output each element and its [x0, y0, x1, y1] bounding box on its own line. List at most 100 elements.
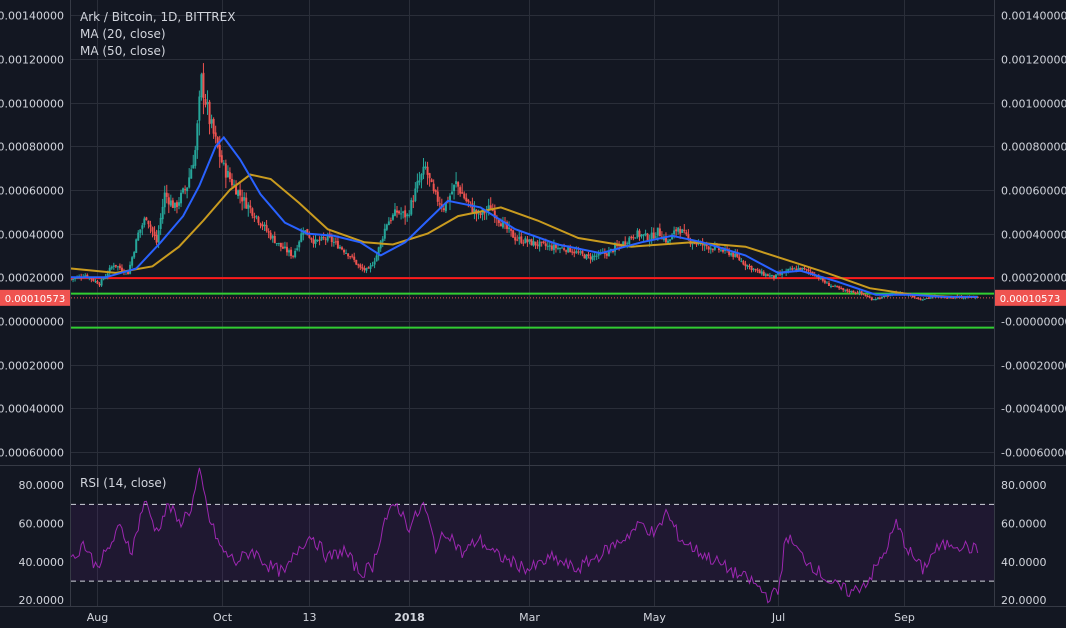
candle-body[interactable]	[679, 228, 682, 234]
candle-body[interactable]	[84, 275, 87, 278]
candle-body[interactable]	[744, 263, 747, 267]
candle-body[interactable]	[510, 228, 513, 231]
candle-body[interactable]	[948, 297, 951, 299]
candle-body[interactable]	[212, 118, 215, 134]
candle-body[interactable]	[559, 248, 562, 250]
ma50-legend[interactable]: MA (50, close)	[80, 44, 166, 58]
candle-body[interactable]	[442, 208, 445, 211]
candle-body[interactable]	[326, 234, 329, 241]
candle-body[interactable]	[844, 289, 847, 291]
candle-body[interactable]	[536, 244, 539, 246]
candle-body[interactable]	[644, 233, 647, 236]
candle-body[interactable]	[147, 220, 150, 225]
candle-body[interactable]	[153, 231, 156, 236]
candle-body[interactable]	[318, 239, 321, 241]
candle-body[interactable]	[911, 296, 914, 298]
candle-body[interactable]	[257, 216, 260, 223]
candle-body[interactable]	[540, 241, 543, 243]
candle-body[interactable]	[630, 236, 633, 239]
rsi-line[interactable]	[70, 467, 979, 604]
candle-body[interactable]	[542, 241, 545, 243]
candle-body[interactable]	[131, 257, 134, 266]
candle-body[interactable]	[664, 236, 667, 243]
candle-body[interactable]	[636, 230, 639, 238]
candle-body[interactable]	[359, 264, 362, 268]
candle-body[interactable]	[740, 260, 743, 262]
candle-body[interactable]	[779, 273, 782, 275]
candle-body[interactable]	[404, 210, 407, 218]
rsi-legend[interactable]: RSI (14, close)	[80, 476, 166, 490]
candle-body[interactable]	[483, 210, 486, 214]
candle-body[interactable]	[308, 235, 311, 238]
candle-body[interactable]	[577, 251, 580, 253]
candle-body[interactable]	[233, 184, 236, 186]
candle-body[interactable]	[200, 74, 203, 98]
candle-body[interactable]	[642, 234, 645, 236]
candle-body[interactable]	[567, 245, 570, 253]
candle-body[interactable]	[522, 242, 525, 244]
candle-body[interactable]	[493, 210, 496, 219]
rsi-axis-right[interactable]: 80.0000 60.0000 40.0000 20.0000	[1001, 479, 1047, 607]
candle-body[interactable]	[106, 273, 109, 277]
candle-body[interactable]	[365, 267, 368, 271]
candle-body[interactable]	[465, 197, 468, 202]
candle-body[interactable]	[363, 268, 366, 271]
candle-body[interactable]	[283, 246, 286, 249]
candle-body[interactable]	[719, 249, 722, 251]
candle-body[interactable]	[400, 213, 403, 215]
candle-body[interactable]	[463, 193, 466, 199]
candle-body[interactable]	[275, 243, 278, 245]
price-tick-label[interactable]: -0.00060000	[1001, 447, 1066, 460]
candle-body[interactable]	[355, 259, 358, 265]
candle-body[interactable]	[418, 180, 421, 183]
candle-body[interactable]	[159, 217, 162, 229]
candle-body[interactable]	[878, 297, 881, 299]
candle-body[interactable]	[593, 255, 596, 257]
candle-body[interactable]	[336, 240, 339, 249]
candle-body[interactable]	[575, 251, 578, 253]
candle-body[interactable]	[171, 200, 174, 208]
time-label[interactable]: Aug	[87, 611, 108, 624]
candle-body[interactable]	[722, 249, 725, 252]
candle-body[interactable]	[520, 236, 523, 243]
candle-body[interactable]	[292, 255, 295, 257]
candle-body[interactable]	[261, 224, 264, 227]
candle-body[interactable]	[891, 292, 894, 295]
candle-body[interactable]	[866, 295, 869, 297]
candle-body[interactable]	[607, 250, 610, 257]
candle-body[interactable]	[314, 239, 317, 244]
candle-body[interactable]	[334, 241, 337, 243]
candle-body[interactable]	[838, 286, 841, 289]
candle-body[interactable]	[962, 297, 965, 299]
candle-body[interactable]	[713, 245, 716, 250]
candle-body[interactable]	[92, 278, 95, 282]
candle-body[interactable]	[528, 239, 531, 242]
candle-body[interactable]	[383, 228, 386, 239]
price-tick-label[interactable]: -0.00000000	[1001, 316, 1066, 329]
candle-body[interactable]	[161, 206, 164, 220]
candle-body[interactable]	[791, 268, 794, 270]
candle-body[interactable]	[650, 232, 653, 240]
candle-body[interactable]	[428, 173, 431, 179]
candle-body[interactable]	[180, 192, 183, 204]
candle-body[interactable]	[840, 287, 843, 289]
candle-body[interactable]	[387, 221, 390, 226]
candle-body[interactable]	[145, 217, 148, 221]
candle-body[interactable]	[626, 243, 629, 245]
candle-body[interactable]	[434, 190, 437, 192]
candle-body[interactable]	[72, 279, 75, 281]
candle-body[interactable]	[412, 200, 415, 202]
candle-body[interactable]	[251, 208, 254, 216]
candle-body[interactable]	[632, 237, 635, 239]
candle-body[interactable]	[265, 225, 268, 231]
candle-body[interactable]	[377, 247, 380, 257]
candle-body[interactable]	[860, 291, 863, 294]
candle-body[interactable]	[646, 233, 649, 241]
candle-body[interactable]	[858, 291, 861, 294]
candle-body[interactable]	[673, 230, 676, 235]
candle-body[interactable]	[379, 241, 382, 249]
candle-body[interactable]	[703, 243, 706, 246]
candle-body[interactable]	[385, 224, 388, 230]
candle-body[interactable]	[756, 269, 759, 271]
ma20-legend[interactable]: MA (20, close)	[80, 27, 166, 41]
